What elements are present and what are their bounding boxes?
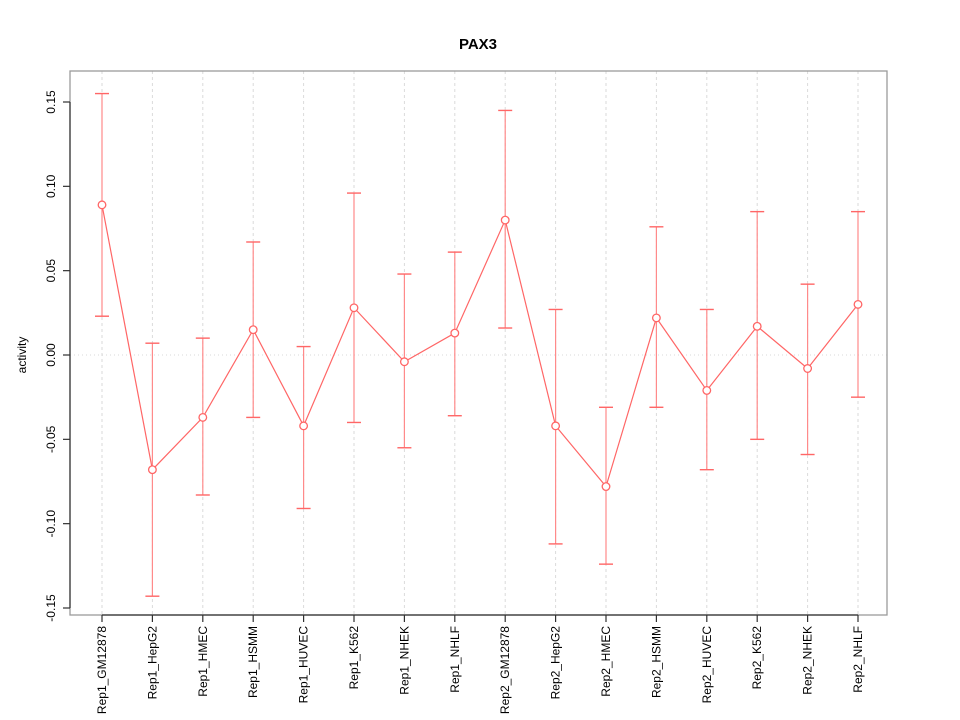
- plot-area: 0.15 0.10 0.05 0.00 -0.05 -0.10 -0.15 Rep1_GM12…: [44, 70, 888, 714]
- data-point: [803, 364, 813, 373]
- y-tick-label: -0.15: [44, 594, 58, 622]
- data-point: [147, 465, 157, 475]
- data-point: [248, 325, 258, 335]
- x-tick-label: Rep1_NHEK: [397, 626, 411, 695]
- x-tick-label: Rep2_NHLF: [851, 626, 865, 693]
- x-tick-label: Rep1_HepG2: [145, 626, 159, 700]
- x-tick-label: Rep2_GM12878: [498, 626, 512, 714]
- series-line: [101, 204, 859, 488]
- data-point: [198, 412, 208, 422]
- y-tick-label: -0.10: [44, 510, 58, 538]
- y-axis-label: activity: [15, 337, 29, 374]
- x-tick-label: Rep2_HUVEC: [700, 626, 714, 704]
- x-tick-label: Rep1_K562: [347, 626, 361, 690]
- data-point: [651, 313, 661, 323]
- plot-box: [69, 70, 888, 616]
- x-tick-label: Rep1_HSMM: [246, 626, 260, 698]
- y-tick-label: 0.10: [44, 174, 58, 198]
- data-point: [500, 215, 510, 225]
- data-point: [551, 421, 561, 431]
- x-tick-label: Rep1_HMEC: [196, 626, 210, 697]
- x-tick-label: Rep2_HMEC: [599, 626, 613, 697]
- x-tick-label: Rep2_NHEK: [801, 626, 815, 695]
- data-point: [752, 321, 762, 331]
- y-tick-label: 0.05: [44, 259, 58, 283]
- data-point: [601, 482, 611, 492]
- chart-title: PAX3: [459, 36, 497, 53]
- y-tick-label: 0.00: [44, 343, 58, 367]
- x-tick-label: Rep1_HUVEC: [297, 626, 311, 704]
- data-point: [853, 299, 863, 309]
- data-point: [349, 303, 359, 313]
- x-tick-label: Rep1_NHLF: [448, 626, 462, 693]
- data-point: [702, 385, 712, 395]
- y-tick-label: -0.05: [44, 425, 58, 453]
- x-tick-label: Rep2_HSMM: [649, 626, 663, 698]
- x-tick-label: Rep2_HepG2: [549, 626, 563, 700]
- y-tick-label: 0.15: [44, 90, 58, 114]
- data-point: [97, 200, 107, 210]
- data-point: [299, 421, 309, 431]
- x-tick-label: Rep1_GM12878: [95, 626, 109, 714]
- x-tick-label: Rep2_K562: [750, 626, 764, 690]
- data-point: [399, 357, 409, 367]
- data-point: [450, 328, 460, 338]
